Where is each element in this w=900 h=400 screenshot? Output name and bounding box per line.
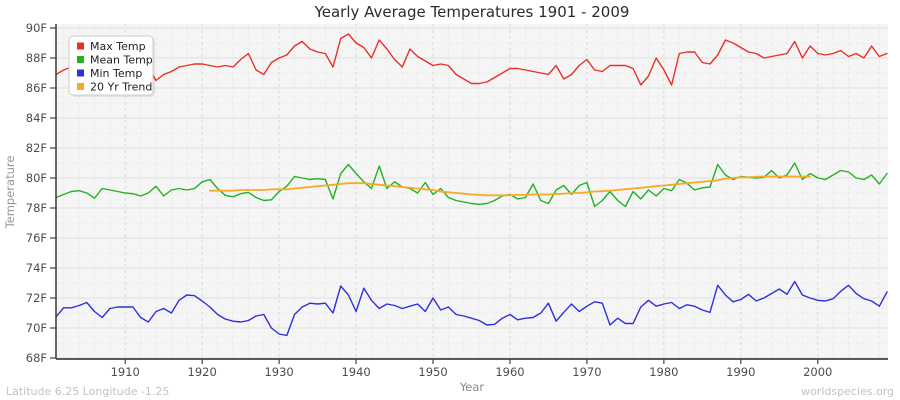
x-tick-label: 1950 xyxy=(418,365,447,379)
x-tick-label: 1980 xyxy=(649,365,678,379)
legend-label-mean-temp: Mean Temp xyxy=(90,54,153,67)
x-tick-label: 1930 xyxy=(264,365,293,379)
y-tick-label: 80F xyxy=(26,171,47,185)
plot-area xyxy=(56,24,888,359)
legend-label-min-temp: Min Temp xyxy=(90,67,142,80)
series-line-20-yr-trend xyxy=(208,175,811,197)
y-tick-label: 88F xyxy=(26,51,47,65)
footer-coordinates: Latitude 6.25 Longitude -1.25 xyxy=(6,385,169,398)
plot-background-layer xyxy=(56,24,888,359)
series-line-max-temp xyxy=(55,33,888,86)
x-tick-label: 1970 xyxy=(572,365,601,379)
chart-title: Yearly Average Temperatures 1901 - 2009 xyxy=(314,3,630,21)
x-axis-title: Year xyxy=(459,380,485,394)
footer-site-name: worldspecies.org xyxy=(801,385,894,398)
y-tick-label: 70F xyxy=(26,321,47,335)
legend-label-max-temp: Max Temp xyxy=(90,40,146,53)
x-tick-label: 2000 xyxy=(803,365,832,379)
x-tick-label: 1910 xyxy=(111,365,140,379)
y-tick-label: 76F xyxy=(26,231,47,245)
y-tick-label: 68F xyxy=(26,351,47,365)
legend-swatch-mean-temp xyxy=(77,56,84,63)
y-tick-label: 78F xyxy=(26,201,47,215)
legend-box xyxy=(68,35,154,96)
axes-layer: 68F 70F 72F 74F 76F 78F 80F 82F 84F 86F 88F 90F 1910… xyxy=(26,21,888,379)
legend-swatch-20-yr-trend xyxy=(77,83,84,90)
legend-swatch-max-temp xyxy=(77,42,84,50)
x-tick-label: 1940 xyxy=(341,365,370,379)
y-tick-label: 72F xyxy=(26,291,47,305)
x-tick-label: 1960 xyxy=(495,365,524,379)
y-axis-title: Temperature xyxy=(3,156,17,230)
y-tick-label: 84F xyxy=(26,111,47,125)
x-tick-label: 1990 xyxy=(726,365,755,379)
series-line-min-temp xyxy=(55,280,888,337)
x-tick-label: 1920 xyxy=(188,365,217,379)
y-tick-label: 74F xyxy=(26,261,47,275)
y-tick-label: 82F xyxy=(26,141,47,155)
y-tick-label: 90F xyxy=(26,21,47,35)
series-layer xyxy=(55,33,888,337)
legend-label-20-yr-trend: 20 Yr Trend xyxy=(90,81,152,94)
legend-swatch-min-temp xyxy=(77,69,84,77)
y-tick-label: 86F xyxy=(26,81,47,95)
